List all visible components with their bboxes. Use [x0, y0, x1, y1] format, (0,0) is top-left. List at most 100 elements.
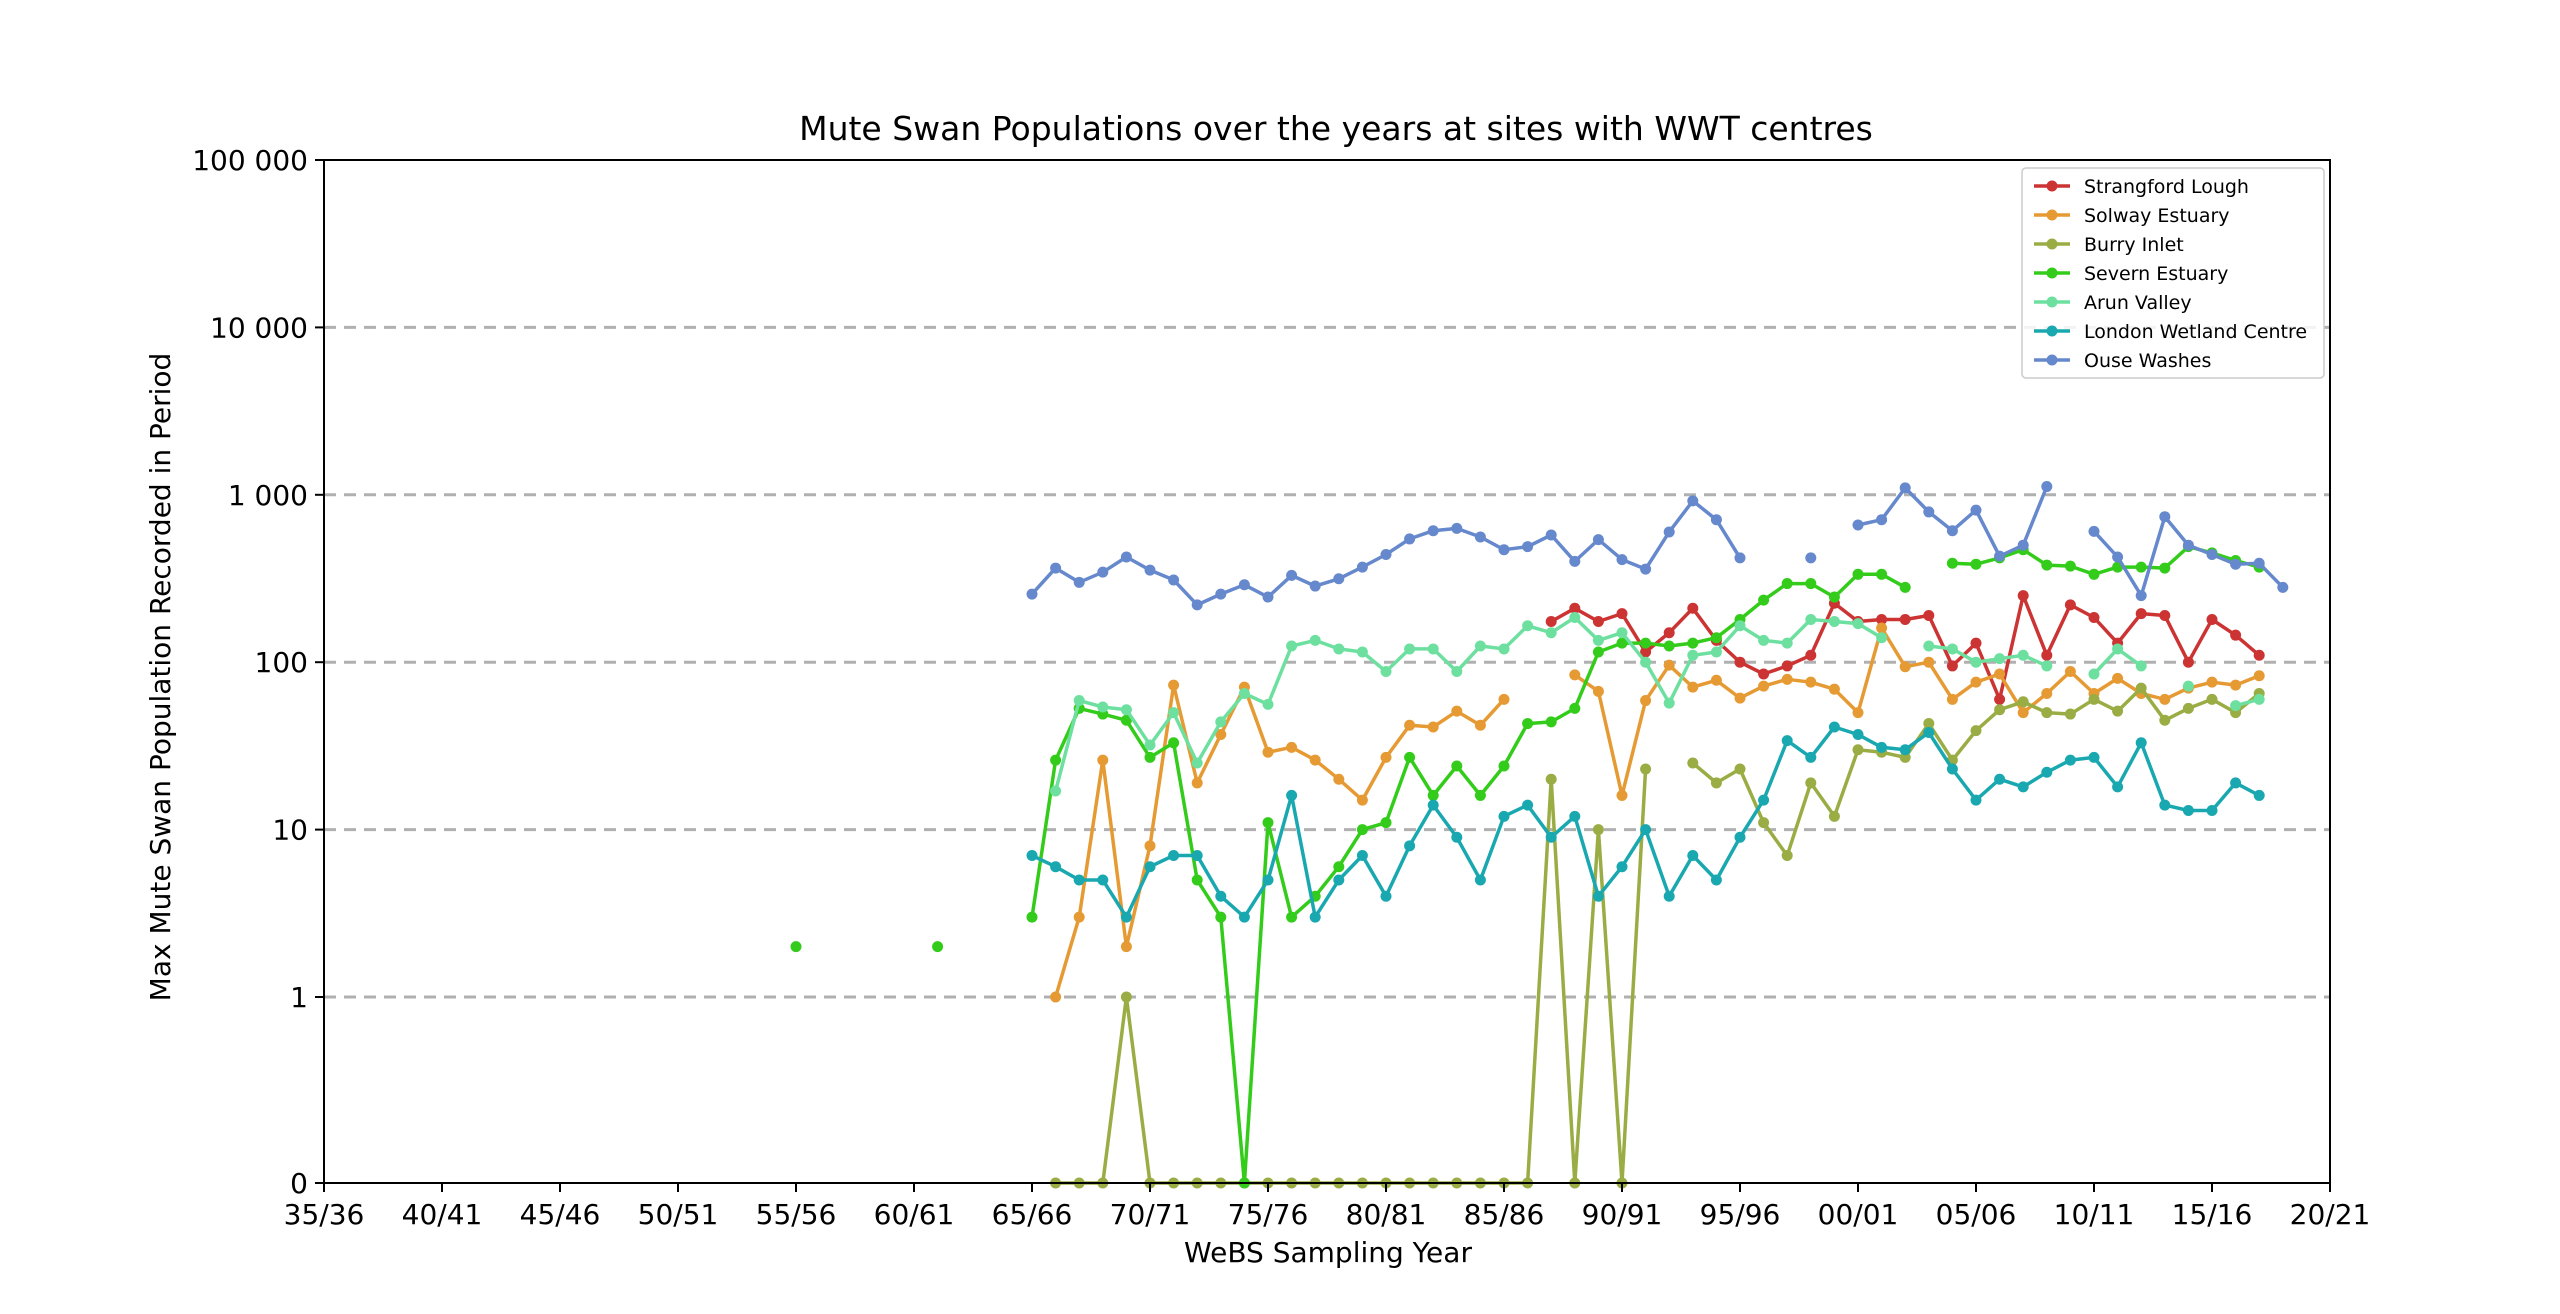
- data-point: [1970, 504, 1982, 516]
- data-point: [1545, 627, 1557, 639]
- data-point: [1946, 525, 1958, 537]
- legend-swatch-marker: [2046, 296, 2058, 308]
- data-point: [1663, 640, 1675, 652]
- legend-swatch-marker: [2046, 267, 2058, 279]
- data-point: [1640, 763, 1652, 775]
- data-point: [2277, 581, 2289, 593]
- data-point: [1380, 817, 1392, 829]
- data-point: [2017, 649, 2029, 661]
- data-point: [1498, 643, 1510, 655]
- data-point: [1404, 643, 1416, 655]
- data-point: [1640, 656, 1652, 668]
- data-point: [1640, 637, 1652, 649]
- data-point: [1781, 578, 1793, 590]
- data-point: [1828, 591, 1840, 603]
- data-point: [1970, 656, 1982, 668]
- data-point: [1498, 693, 1510, 705]
- data-point: [1262, 817, 1274, 829]
- data-point: [1592, 824, 1604, 836]
- data-point: [1309, 754, 1321, 766]
- series-line: [1031, 725, 2261, 919]
- data-point: [2206, 548, 2218, 560]
- data-point: [1687, 681, 1699, 693]
- data-point: [1758, 680, 1770, 692]
- data-point: [2064, 708, 2076, 720]
- data-point: [2159, 693, 2171, 705]
- data-point: [1876, 514, 1888, 526]
- data-point: [790, 941, 802, 953]
- data-point: [1805, 751, 1817, 763]
- data-point: [2206, 805, 2218, 817]
- data-point: [1734, 763, 1746, 775]
- data-point: [1168, 850, 1180, 862]
- series-group: [1050, 611, 2265, 797]
- data-point: [1781, 660, 1793, 672]
- data-point: [1710, 514, 1722, 526]
- data-point: [1970, 558, 1982, 570]
- data-point: [1946, 557, 1958, 569]
- data-point: [1120, 941, 1132, 953]
- y-tick-label: 100: [255, 646, 308, 679]
- data-point: [1970, 725, 1982, 737]
- data-point: [2135, 737, 2147, 749]
- data-point: [1710, 674, 1722, 686]
- series-group: [1026, 481, 2289, 611]
- data-point: [1569, 602, 1581, 614]
- data-point: [2017, 781, 2029, 793]
- data-point: [1616, 861, 1628, 873]
- data-point: [1592, 646, 1604, 658]
- data-point: [1215, 728, 1227, 740]
- data-point: [2041, 649, 2053, 661]
- data-point: [1946, 660, 1958, 672]
- x-tick-label: 80/81: [1346, 1198, 1427, 1231]
- data-point: [1215, 911, 1227, 923]
- data-point: [1663, 890, 1675, 902]
- series-group: [1050, 622, 2265, 1003]
- data-point: [1215, 890, 1227, 902]
- data-point: [1356, 646, 1368, 658]
- data-point: [1545, 716, 1557, 728]
- data-point: [1333, 874, 1345, 886]
- data-point: [2112, 643, 2124, 655]
- data-point: [1758, 817, 1770, 829]
- legend-swatch-marker: [2046, 354, 2058, 366]
- data-point: [1097, 874, 1109, 886]
- data-point: [1687, 602, 1699, 614]
- data-point: [1474, 719, 1486, 731]
- legend-label: London Wetland Centre: [2084, 321, 2307, 343]
- data-point: [1050, 785, 1062, 797]
- data-point: [2253, 670, 2265, 682]
- data-point: [1616, 627, 1628, 639]
- data-point: [2135, 682, 2147, 694]
- data-point: [2135, 590, 2147, 602]
- data-point: [2253, 557, 2265, 569]
- data-point: [1474, 640, 1486, 652]
- series-group: [1026, 721, 2265, 923]
- legend-box: [2021, 167, 2325, 379]
- y-tick-label: 100 000: [192, 144, 308, 177]
- data-point: [1970, 794, 1982, 806]
- y-tick-label: 1: [290, 981, 308, 1014]
- x-axis-label: WeBS Sampling Year: [1184, 1236, 1472, 1269]
- data-point: [1710, 874, 1722, 886]
- data-point: [1781, 673, 1793, 685]
- data-point: [1781, 735, 1793, 747]
- plot-frame: [323, 159, 2331, 1184]
- series-group: [1026, 541, 2265, 1189]
- data-point: [1427, 789, 1439, 801]
- data-point: [1876, 741, 1888, 753]
- legend-label: Arun Valley: [2084, 292, 2192, 314]
- data-point: [2064, 754, 2076, 766]
- data-point: [1191, 757, 1203, 769]
- x-tick-label: 40/41: [402, 1198, 483, 1231]
- data-point: [2253, 649, 2265, 661]
- data-point: [1899, 581, 1911, 593]
- data-point: [2041, 707, 2053, 719]
- data-point: [1687, 850, 1699, 862]
- data-point: [2206, 613, 2218, 625]
- data-point: [1451, 705, 1463, 717]
- data-point: [1144, 751, 1156, 763]
- x-tick-label: 55/56: [756, 1198, 837, 1231]
- data-point: [1356, 794, 1368, 806]
- data-point: [1687, 495, 1699, 507]
